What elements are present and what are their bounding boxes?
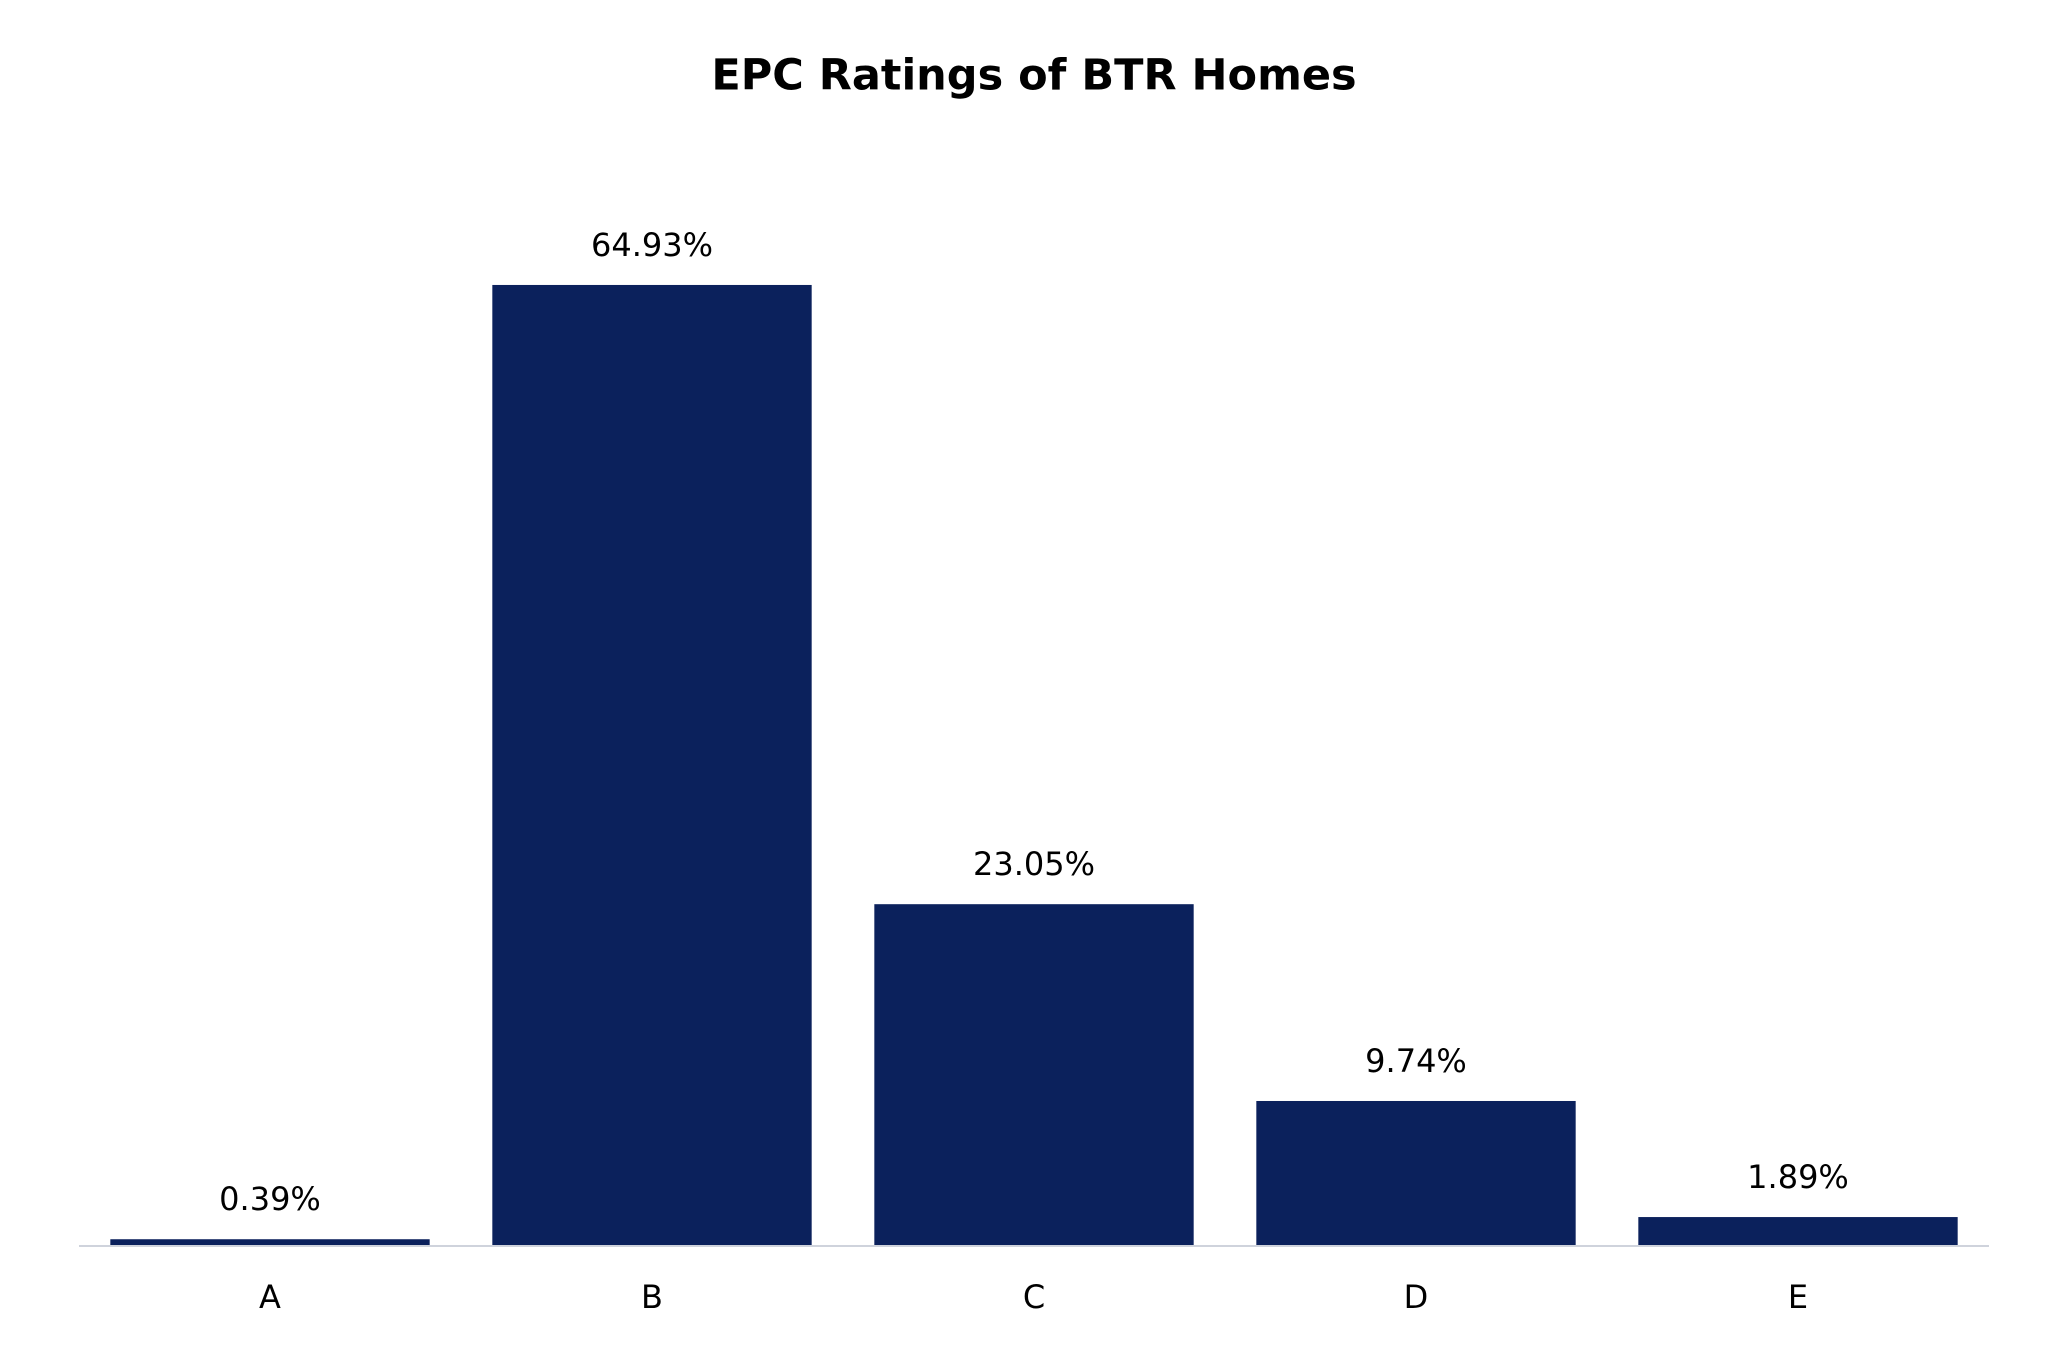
bar bbox=[110, 1239, 430, 1245]
data-label: 64.93% bbox=[591, 226, 713, 264]
x-tick-label: A bbox=[259, 1278, 281, 1316]
bar bbox=[1256, 1100, 1576, 1245]
x-tick-label: D bbox=[1404, 1278, 1429, 1316]
data-label: 9.74% bbox=[1365, 1042, 1467, 1080]
data-label: 0.39% bbox=[219, 1180, 321, 1218]
bar bbox=[874, 904, 1194, 1245]
data-label: 23.05% bbox=[973, 845, 1095, 883]
x-tick-label: C bbox=[1023, 1278, 1045, 1316]
x-tick-label: B bbox=[641, 1278, 663, 1316]
x-tick-label: E bbox=[1788, 1278, 1808, 1316]
data-label: 1.89% bbox=[1747, 1158, 1849, 1196]
bar bbox=[492, 284, 812, 1245]
bar bbox=[1638, 1217, 1958, 1245]
chart-title: EPC Ratings of BTR Homes bbox=[711, 51, 1356, 101]
